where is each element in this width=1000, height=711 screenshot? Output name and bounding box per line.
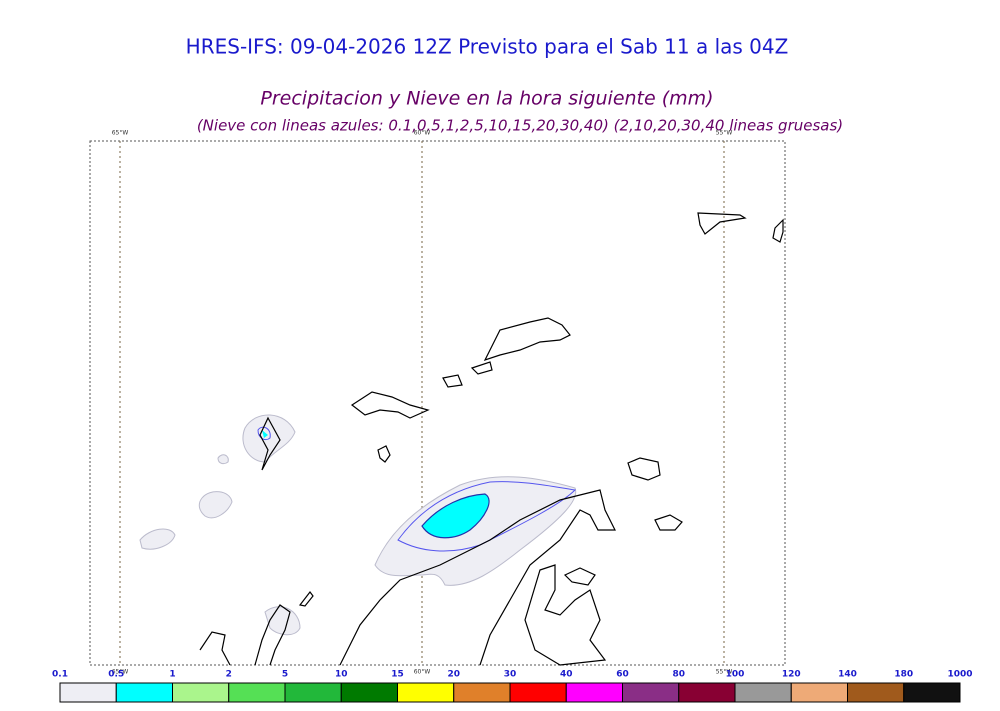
legend-label: 80	[672, 670, 685, 680]
header-title: HRES-IFS: 09-04-2026 12Z Previsto para e…	[186, 35, 789, 59]
coastline	[654, 514, 683, 531]
snow-contour	[397, 481, 577, 552]
legend-swatch	[284, 682, 342, 703]
map-frame	[89, 140, 786, 666]
legend-swatch	[340, 682, 398, 703]
legend-swatch	[790, 682, 848, 703]
legend-label: 5	[282, 670, 288, 680]
legend-label: 1000	[947, 670, 972, 680]
longitude-label: 65°W	[112, 669, 129, 676]
legend-swatch	[397, 682, 455, 703]
precip-area	[217, 454, 229, 465]
coastline	[259, 416, 281, 471]
legend-swatch	[622, 682, 680, 703]
precip-area	[198, 491, 233, 519]
longitude-label: 65°W	[112, 130, 129, 137]
legend-swatch	[847, 682, 905, 703]
legend-label: 2	[226, 670, 232, 680]
coastline	[254, 604, 291, 666]
legend-swatch	[115, 682, 173, 703]
color-legend: 0.1 0.5 1 2 5 10 15 20 30 40 60 80 100 120 140 180 1000	[52, 670, 973, 703]
coastline	[627, 457, 661, 481]
coastline	[697, 212, 747, 235]
longitude-label: 60°W	[414, 669, 431, 676]
coastline	[524, 564, 607, 666]
legend-label: 140	[838, 670, 857, 680]
longitude-label: 55°W	[716, 669, 733, 676]
legend-label: 180	[894, 670, 913, 680]
legend-swatch	[734, 682, 792, 703]
legend-swatch	[59, 682, 117, 703]
coastline	[442, 374, 463, 388]
snow-contour	[257, 426, 271, 441]
legend-label: 100	[726, 670, 745, 680]
legend-swatch	[565, 682, 623, 703]
coastline	[199, 631, 231, 666]
coastline	[470, 361, 493, 375]
coastline	[772, 218, 784, 243]
legend-swatch	[172, 682, 230, 703]
coastline	[483, 317, 571, 362]
map	[89, 140, 786, 666]
coastline	[298, 591, 314, 607]
precip-area	[139, 528, 176, 550]
legend-label: 1	[169, 670, 175, 680]
legend-swatch	[678, 682, 736, 703]
coastline	[339, 489, 616, 666]
snow-area	[262, 430, 268, 438]
longitude-label: 55°W	[716, 130, 733, 137]
legend-label: 0.1	[52, 670, 68, 680]
legend-swatch	[228, 682, 286, 703]
legend-label: 15	[391, 670, 404, 680]
legend-label: 20	[447, 670, 460, 680]
legend-swatch	[453, 682, 511, 703]
map-subtitle: (Nieve con lineas azules: 0.1,0.5,1,2,5,…	[197, 117, 843, 135]
snow-area	[421, 493, 490, 539]
legend-label: 10	[335, 670, 348, 680]
coastline	[563, 567, 596, 586]
coastline	[350, 391, 430, 419]
legend-label: 60	[616, 670, 629, 680]
legend-swatch	[903, 682, 961, 703]
legend-label: 30	[504, 670, 517, 680]
legend-label: 40	[560, 670, 573, 680]
legend-label: 120	[782, 670, 801, 680]
map-title: Precipitacion y Nieve en la hora siguien…	[260, 88, 713, 110]
longitude-labels: 65°W 65°W 60°W 60°W 55°W 55°W	[112, 130, 733, 676]
longitude-label: 60°W	[414, 130, 431, 137]
legend-label: 0.5	[108, 670, 124, 680]
precip-area	[374, 476, 577, 586]
coastline	[377, 445, 391, 463]
legend-swatch	[509, 682, 567, 703]
